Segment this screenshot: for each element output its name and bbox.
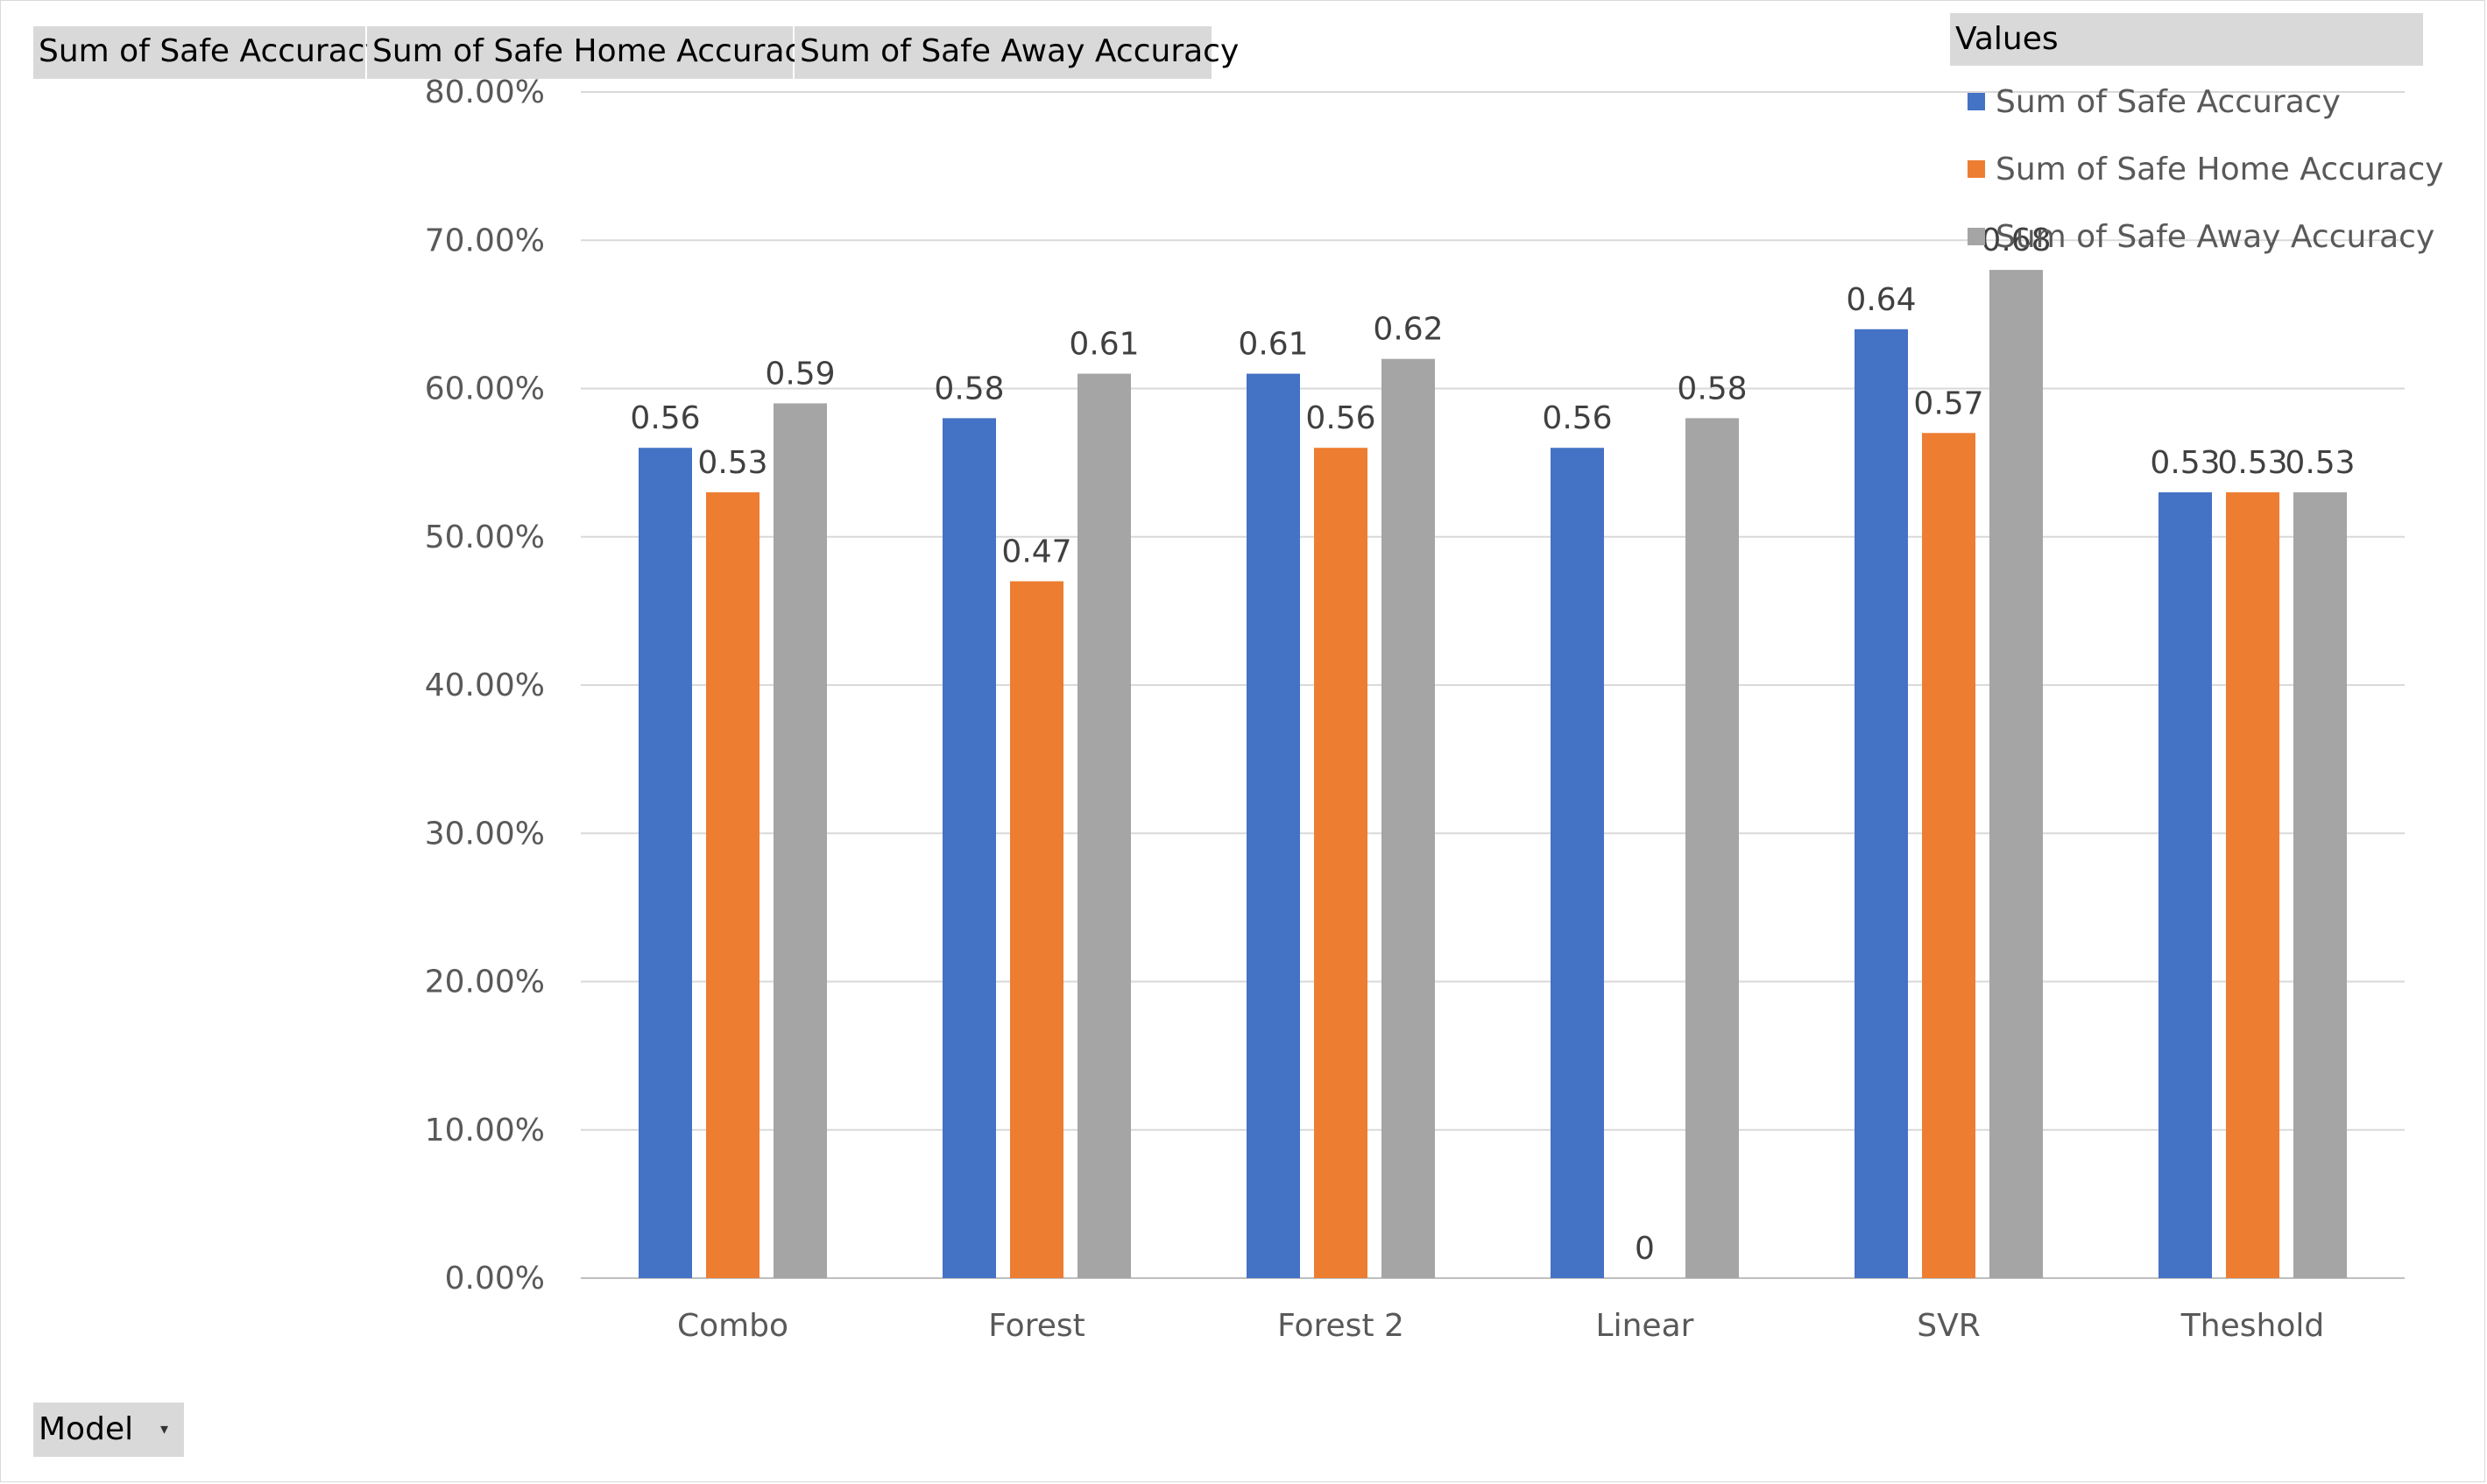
data-label: 0.47 [1001, 534, 1071, 570]
x-tick-label: SVR [1917, 1308, 1981, 1344]
legend-label: Sum of Safe Accuracy [1996, 83, 2341, 120]
gridlines [581, 91, 2405, 1279]
bar [706, 491, 760, 1278]
model-field-label: Model [39, 1411, 134, 1447]
bar [1685, 418, 1739, 1279]
y-tick-label: 0.00% [445, 1261, 545, 1297]
data-label: 0 [1635, 1231, 1655, 1267]
legend-swatch [1968, 93, 1985, 110]
data-label: 0.59 [765, 356, 835, 392]
legend-label: Sum of Safe Away Accuracy [1996, 218, 2435, 255]
y-tick-label: 60.00% [425, 371, 545, 407]
x-axis-tick-labels: Combo Forest Forest 2 Linear SVR Theshold [677, 1308, 2324, 1344]
data-label: 0.58 [934, 371, 1004, 406]
bar [1010, 581, 1063, 1278]
x-tick-label: Forest 2 [1277, 1308, 1404, 1344]
y-axis-tick-labels: 0.00% 10.00% 20.00% 30.00% 40.00% 50.00% 60.00… [425, 74, 545, 1297]
bar [1855, 329, 1908, 1278]
legend-item: Sum of Safe Home Accuracy [1968, 152, 2444, 187]
data-label: 0.58 [1677, 371, 1747, 406]
data-label: 0.61 [1069, 327, 1139, 363]
y-tick-label: 50.00% [425, 519, 545, 555]
data-label: 0.56 [630, 400, 700, 436]
bar [943, 418, 996, 1279]
bar [2226, 491, 2279, 1278]
data-label: 0.56 [1305, 400, 1375, 436]
y-tick-label: 40.00% [425, 668, 545, 703]
bar [1922, 433, 1975, 1278]
bars [639, 270, 2347, 1279]
value-field-button[interactable]: Sum of Safe Accuracy [33, 26, 384, 79]
y-tick-label: 70.00% [425, 223, 545, 258]
bar [1314, 448, 1367, 1278]
legend-swatch [1968, 160, 1985, 178]
legend-label: Sum of Safe Home Accuracy [1996, 151, 2444, 187]
model-field-button[interactable]: Model ▾ [33, 1403, 184, 1457]
bar [1247, 373, 1300, 1279]
data-label: 0.62 [1373, 312, 1443, 348]
x-tick-label: Theshold [2180, 1308, 2324, 1344]
bar [2158, 491, 2212, 1278]
data-label: 0.64 [1846, 282, 1916, 318]
legend-item: Sum of Safe Away Accuracy [1968, 218, 2435, 255]
data-label: 0.56 [1542, 400, 1612, 436]
bar [1381, 358, 1435, 1278]
bar [639, 448, 692, 1278]
y-tick-label: 80.00% [425, 74, 545, 110]
y-tick-label: 20.00% [425, 965, 545, 1000]
value-field-button[interactable]: Sum of Safe Away Accuracy [795, 26, 1239, 79]
x-tick-label: Linear [1596, 1308, 1694, 1344]
bar [1989, 270, 2043, 1279]
y-tick-label: 30.00% [425, 816, 545, 852]
bar [1077, 373, 1131, 1279]
x-tick-label: Forest [988, 1308, 1085, 1344]
data-label: 0.53 [2285, 445, 2355, 481]
data-label: 0.53 [2150, 445, 2220, 481]
data-labels: 0.56 0.53 0.59 0.58 0.47 0.61 0.61 0.56 0.62 0.56… [630, 223, 2355, 1267]
data-label: 0.53 [697, 445, 767, 481]
data-label: 0.57 [1913, 385, 1983, 421]
data-label: 0.61 [1238, 327, 1308, 363]
y-tick-label: 10.00% [425, 1113, 545, 1148]
bar [774, 403, 827, 1278]
legend-title: Values [1950, 13, 2423, 66]
legend-swatch [1968, 228, 1985, 245]
data-label: 0.53 [2217, 445, 2287, 481]
dropdown-arrow-icon[interactable]: ▾ [159, 1420, 168, 1438]
x-tick-label: Combo [677, 1308, 788, 1344]
bar [2293, 491, 2347, 1278]
legend-item: Sum of Safe Accuracy [1968, 83, 2341, 120]
data-label: 0.68 [1981, 223, 2051, 258]
bar [1551, 448, 1604, 1278]
value-field-button[interactable]: Sum of Safe Home Accuracy [367, 26, 821, 79]
